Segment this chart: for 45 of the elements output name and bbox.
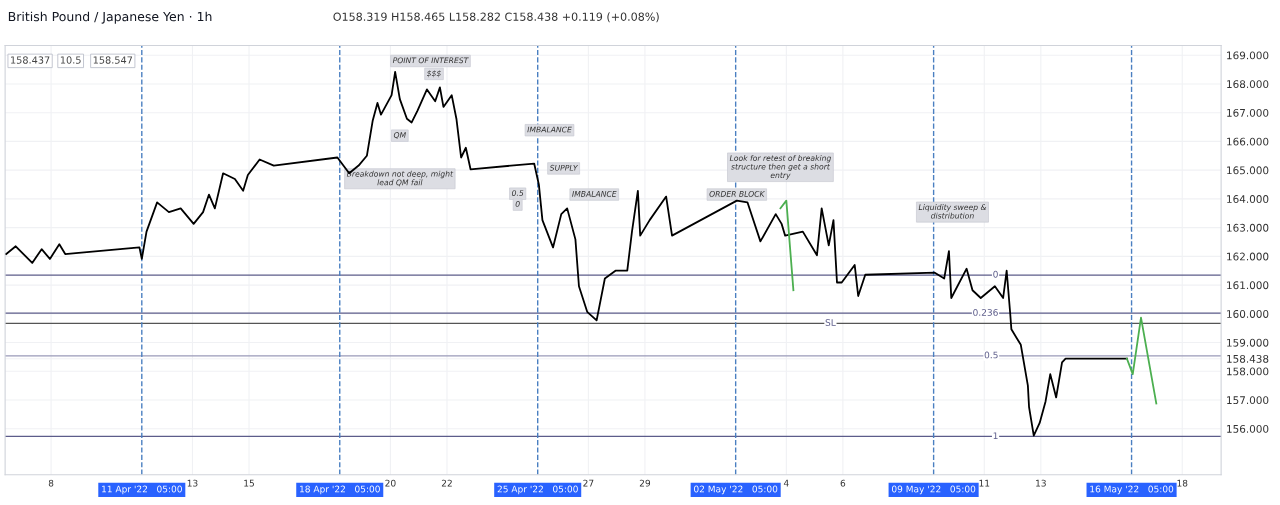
y-tick-label: 169.000 — [1227, 51, 1269, 60]
y-tick-label: 159.000 — [1227, 338, 1269, 347]
ref-line-label: 09 May '22 05:00 — [891, 485, 976, 495]
ref-line-label: 16 May '22 05:00 — [1090, 485, 1174, 495]
y-tick-label: 168.000 — [1227, 80, 1269, 89]
line-series — [1125, 316, 1158, 405]
y-tick-label: 160.000 — [1227, 310, 1269, 318]
ref-line-label: 02 May '22 05:00 — [694, 485, 778, 495]
y-tick-label: 167.000 — [1227, 108, 1269, 117]
annotation: 0 — [993, 270, 998, 278]
annotation: 158.547 — [93, 56, 133, 64]
line-series — [5, 70, 1128, 437]
y-tick-label: 157.000 — [1227, 396, 1269, 405]
chart-subtitle: O158.319 H158.465 L158.282 C158.438 +0.119 (+0.08%) — [333, 12, 659, 23]
y-tick-label: 156.000 — [1227, 424, 1269, 433]
x-tick-label: 15 — [244, 479, 254, 487]
ref-line-label: 18 Apr '22 05:00 — [300, 485, 380, 495]
x-tick-label: 8 — [48, 479, 54, 487]
y-tick-label: 164.000 — [1227, 195, 1269, 203]
x-tick-label: 6 — [840, 479, 846, 487]
x-tick-label: 13 — [187, 479, 198, 487]
x-tick-label: 4 — [783, 479, 789, 487]
y-tick-label: 162.000 — [1227, 252, 1269, 261]
x-tick-label: 22 — [441, 479, 452, 487]
chart-title: British Pound / Japanese Yen · 1h — [8, 11, 212, 24]
annotation: SL — [825, 319, 836, 326]
y-tick-label: 163.000 — [1227, 223, 1269, 232]
annotation: 158.437 — [11, 56, 50, 64]
x-tick-label: 20 — [385, 479, 396, 487]
y-tick-label: 166.000 — [1227, 137, 1269, 146]
y-tick-label: 165.000 — [1227, 166, 1269, 175]
annotation: 0.5 — [984, 351, 998, 359]
x-tick-label: 27 — [583, 479, 594, 487]
ref-line-label: 25 Apr '22 05:00 — [497, 485, 578, 495]
y-tick-label: 158.438 — [1227, 354, 1269, 363]
x-tick-label: 13 — [1036, 479, 1046, 487]
annotation: 10.5 — [60, 56, 81, 64]
y-tick-label: 161.000 — [1227, 281, 1269, 290]
x-tick-label: 18 — [1177, 479, 1188, 487]
x-tick-label: 29 — [639, 479, 651, 487]
annotation: 0.236 — [973, 309, 998, 316]
y-tick-label: 158.000 — [1227, 367, 1269, 376]
annotation: 1 — [993, 432, 998, 439]
x-tick-label: 11 — [979, 479, 990, 487]
ref-line-label: 11 Apr '22 05:00 — [102, 485, 182, 495]
